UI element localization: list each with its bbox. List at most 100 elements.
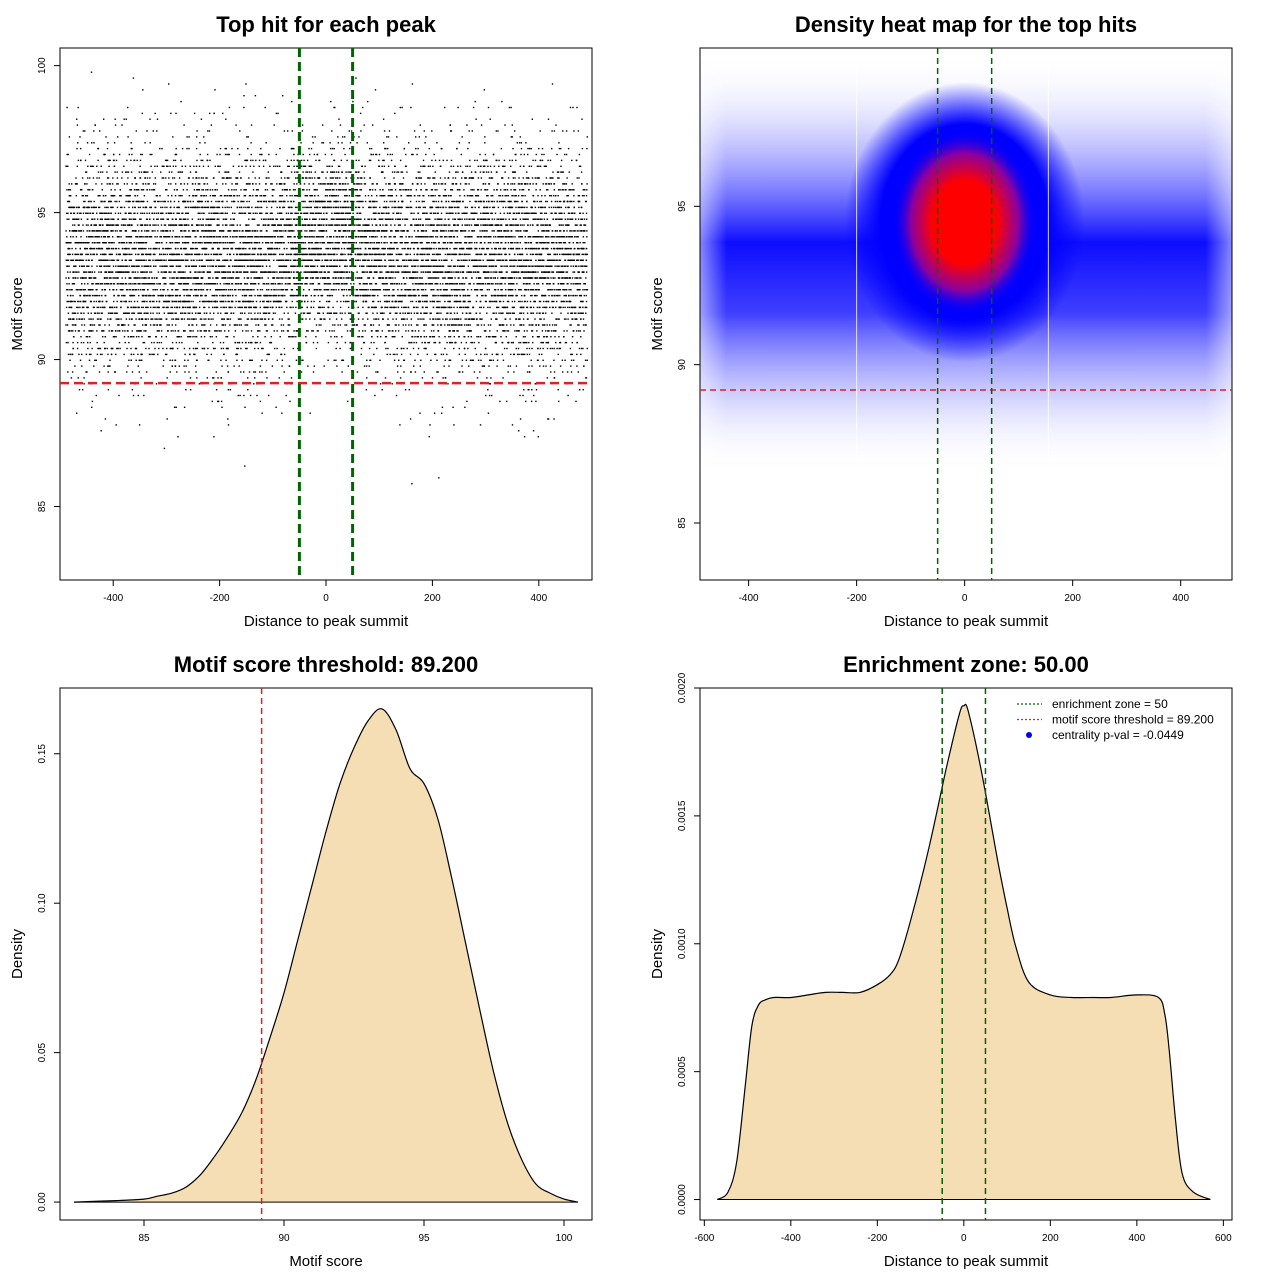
data-point	[147, 253, 149, 256]
data-point	[127, 177, 129, 179]
data-point	[574, 265, 577, 267]
data-point	[460, 306, 462, 309]
data-point	[308, 224, 310, 226]
data-point	[567, 195, 569, 197]
data-point	[152, 306, 154, 309]
data-point	[574, 277, 576, 279]
data-point	[573, 306, 575, 309]
data-point	[534, 318, 536, 320]
data-point	[503, 324, 505, 326]
data-point	[305, 336, 307, 338]
data-point	[120, 271, 122, 273]
data-point	[225, 171, 227, 173]
data-point	[441, 183, 444, 185]
data-point	[363, 365, 366, 367]
data-point	[101, 306, 104, 309]
data-point	[469, 253, 471, 256]
data-point	[489, 324, 492, 326]
data-point	[254, 212, 256, 214]
data-point	[193, 112, 196, 115]
data-point	[221, 324, 223, 326]
data-point	[172, 312, 174, 314]
chart-title: Top hit for each peak	[216, 12, 436, 37]
data-point	[344, 218, 346, 220]
data-point	[132, 394, 135, 397]
data-point	[518, 177, 520, 179]
data-point	[105, 224, 108, 226]
data-point	[77, 159, 80, 162]
data-point	[553, 253, 555, 256]
data-point	[438, 271, 440, 273]
data-point	[515, 271, 518, 273]
data-point	[327, 341, 330, 344]
data-point	[548, 259, 551, 261]
data-point	[554, 277, 556, 279]
data-point	[406, 171, 408, 173]
data-point	[107, 389, 110, 391]
data-point	[364, 200, 367, 203]
data-point	[186, 289, 188, 291]
data-point	[137, 206, 140, 209]
data-point	[107, 224, 110, 226]
data-point	[508, 283, 510, 285]
data-point	[248, 212, 251, 214]
data-point	[532, 195, 535, 197]
data-point	[558, 247, 560, 250]
data-point	[541, 324, 544, 326]
data-point	[551, 312, 553, 314]
data-point	[114, 124, 117, 126]
data-point	[400, 300, 402, 303]
data-point	[305, 236, 307, 238]
data-point	[228, 230, 231, 232]
data-point	[335, 347, 337, 350]
data-point	[344, 271, 346, 273]
data-point	[523, 212, 525, 214]
data-point	[181, 341, 183, 344]
data-point	[300, 371, 303, 373]
data-point	[184, 312, 187, 314]
data-point	[313, 289, 315, 291]
data-point	[249, 236, 252, 238]
data-point	[520, 236, 522, 238]
data-point	[327, 300, 330, 303]
data-point	[304, 230, 306, 232]
data-point	[137, 353, 139, 356]
data-point	[521, 294, 523, 297]
data-point	[502, 277, 504, 279]
data-point	[527, 177, 529, 179]
data-point	[542, 271, 545, 273]
data-point	[108, 159, 111, 162]
data-point	[157, 330, 159, 332]
data-point	[473, 371, 476, 373]
data-point	[570, 265, 572, 267]
data-point	[209, 289, 212, 291]
data-point	[435, 353, 437, 356]
data-point	[447, 265, 449, 267]
data-point	[165, 242, 168, 244]
data-point	[348, 189, 350, 191]
data-point	[365, 283, 368, 285]
data-point	[90, 289, 92, 291]
data-point	[227, 371, 230, 373]
data-point	[100, 253, 102, 256]
data-point	[242, 265, 244, 267]
data-point	[371, 230, 373, 232]
data-point	[391, 230, 393, 232]
data-point	[162, 347, 164, 350]
data-point	[386, 136, 388, 138]
data-point	[424, 253, 426, 256]
data-point	[154, 165, 156, 167]
data-point	[465, 165, 467, 167]
data-point	[558, 177, 560, 179]
data-point	[166, 418, 168, 420]
data-point	[160, 171, 162, 173]
data-point	[349, 289, 351, 291]
data-point	[120, 300, 122, 303]
data-point	[254, 253, 256, 256]
data-point	[286, 330, 289, 332]
data-point	[566, 330, 568, 332]
data-point	[116, 200, 118, 203]
data-point	[125, 265, 128, 267]
data-point	[512, 177, 514, 179]
data-point	[212, 294, 215, 297]
